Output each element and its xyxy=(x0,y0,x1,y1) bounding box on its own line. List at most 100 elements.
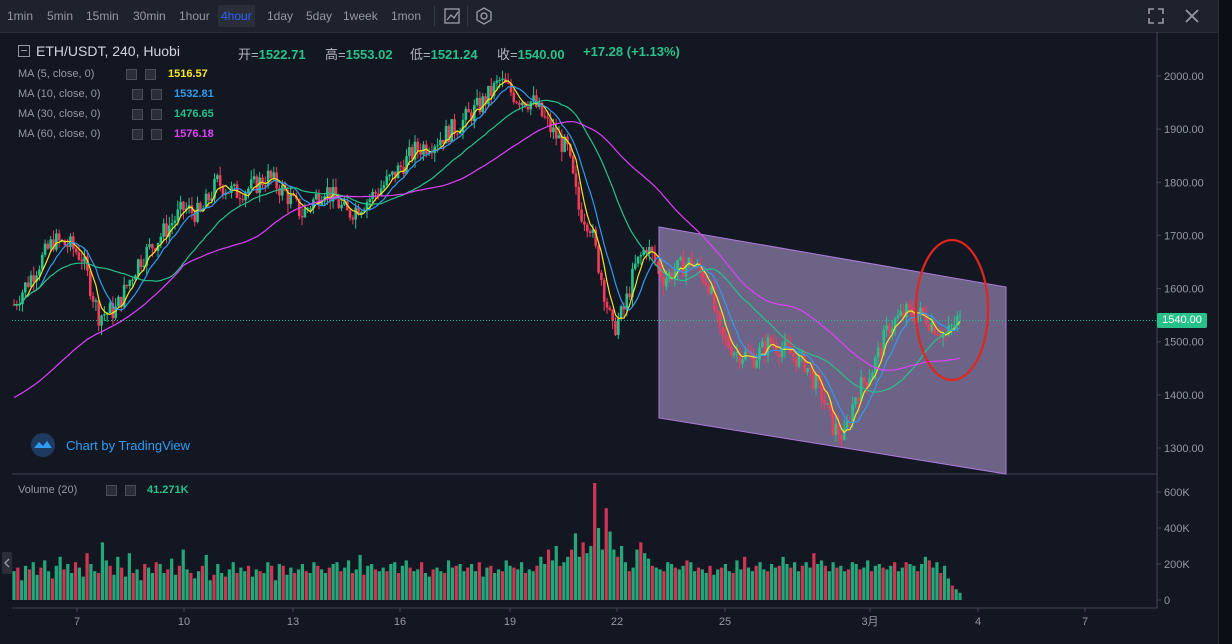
volume-tick-label: 200K xyxy=(1164,559,1190,571)
timeframe-1mon[interactable]: 1mon xyxy=(391,9,422,23)
volume-bar xyxy=(266,562,270,600)
volume-bar xyxy=(470,564,474,600)
ma60-remove-icon[interactable] xyxy=(151,129,162,140)
candle xyxy=(264,185,267,187)
volume-settings-icon[interactable] xyxy=(106,485,117,496)
candle xyxy=(783,341,787,350)
volume-bar xyxy=(481,576,485,600)
candle xyxy=(439,139,442,146)
candle xyxy=(156,242,160,251)
volume-bar xyxy=(639,542,643,600)
timeframe-1hour[interactable]: 1hour xyxy=(179,9,210,23)
volume-bar xyxy=(800,565,804,600)
candle xyxy=(450,119,454,143)
candle xyxy=(498,80,502,82)
candle xyxy=(472,105,476,122)
candle xyxy=(800,351,804,354)
timeframe-4hour[interactable]: 4hour xyxy=(218,5,255,27)
candle xyxy=(241,199,245,201)
volume-bar xyxy=(35,574,39,600)
volume-bar xyxy=(554,546,558,600)
timeframe-1week[interactable]: 1week xyxy=(343,9,378,23)
candle xyxy=(899,311,902,316)
ma30-settings-icon[interactable] xyxy=(132,109,143,120)
volume-bar xyxy=(493,573,497,600)
candle xyxy=(117,296,120,307)
ma30-legend[interactable]: MA (30, close, 0) xyxy=(18,108,101,120)
ma5-legend[interactable]: MA (5, close, 0) xyxy=(18,68,95,80)
candle xyxy=(306,208,309,210)
candle xyxy=(218,175,222,186)
timeframe-1day[interactable]: 1day xyxy=(267,9,294,23)
volume-bar xyxy=(604,508,608,600)
candle xyxy=(170,223,174,226)
candle xyxy=(546,117,550,119)
volume-bar xyxy=(185,569,189,600)
volume-bar xyxy=(596,528,601,600)
candle xyxy=(365,202,369,211)
time-tick-label: 10 xyxy=(178,616,190,628)
indicators-icon[interactable] xyxy=(442,6,462,26)
candle xyxy=(865,382,869,386)
volume-remove-icon[interactable] xyxy=(125,485,136,496)
close-icon[interactable] xyxy=(1182,6,1202,26)
timeframe-1min[interactable]: 1min xyxy=(7,9,34,23)
candle xyxy=(529,101,533,110)
volume-bar xyxy=(27,569,31,600)
fullscreen-icon[interactable] xyxy=(1146,6,1166,26)
timeframe-15min[interactable]: 15min xyxy=(86,9,119,23)
candle xyxy=(441,139,445,144)
candle xyxy=(554,127,558,139)
candle xyxy=(139,259,143,267)
price-tick-label: 2000.00 xyxy=(1164,71,1204,83)
candle xyxy=(924,313,928,325)
ma5-remove-icon[interactable] xyxy=(145,69,156,80)
candle xyxy=(15,304,19,306)
candle xyxy=(21,292,24,305)
candle xyxy=(715,310,719,313)
candle xyxy=(114,306,117,319)
volume-bar xyxy=(277,564,281,600)
timeframe-30min[interactable]: 30min xyxy=(133,9,166,23)
candle xyxy=(955,316,959,326)
candle xyxy=(295,195,298,199)
candle xyxy=(247,188,250,193)
ma60-legend[interactable]: MA (60, close, 0) xyxy=(18,128,101,140)
volume-bar xyxy=(650,565,654,600)
ma10-settings-icon[interactable] xyxy=(132,89,143,100)
volume-bar xyxy=(696,567,701,600)
ma10-legend[interactable]: MA (10, close, 0) xyxy=(18,88,101,100)
collapse-icon[interactable] xyxy=(18,45,30,57)
ma60-settings-icon[interactable] xyxy=(132,129,143,140)
ma5-settings-icon[interactable] xyxy=(126,69,137,80)
ma30-remove-icon[interactable] xyxy=(151,109,162,120)
candle xyxy=(896,315,900,319)
volume-bar xyxy=(312,562,316,600)
candle xyxy=(690,257,694,267)
timeframe-5day[interactable]: 5day xyxy=(306,9,333,23)
volume-bar xyxy=(623,562,628,600)
volume-bar xyxy=(370,564,374,600)
volume-bar xyxy=(439,571,443,600)
ma10-remove-icon[interactable] xyxy=(151,89,162,100)
volume-bar xyxy=(485,567,489,600)
volume-bar xyxy=(396,573,401,600)
volume-bar xyxy=(270,565,274,600)
timeframe-5min[interactable]: 5min xyxy=(47,9,74,23)
candle xyxy=(916,314,919,322)
settings-icon[interactable] xyxy=(474,6,494,26)
tradingview-watermark[interactable]: Chart by TradingView xyxy=(28,432,190,458)
candle xyxy=(184,208,188,211)
volume-bar xyxy=(731,573,735,600)
price-tick-label: 1700.00 xyxy=(1164,230,1204,242)
candle xyxy=(379,188,383,196)
volume-bar xyxy=(562,562,566,600)
candle xyxy=(255,176,259,193)
volume-bar xyxy=(858,569,862,600)
collapse-left-icon[interactable] xyxy=(2,552,12,574)
candle xyxy=(837,423,840,436)
candle xyxy=(334,187,338,200)
candle xyxy=(433,146,437,153)
volume-legend[interactable]: Volume (20) xyxy=(18,484,78,496)
volume-bar xyxy=(512,567,516,600)
